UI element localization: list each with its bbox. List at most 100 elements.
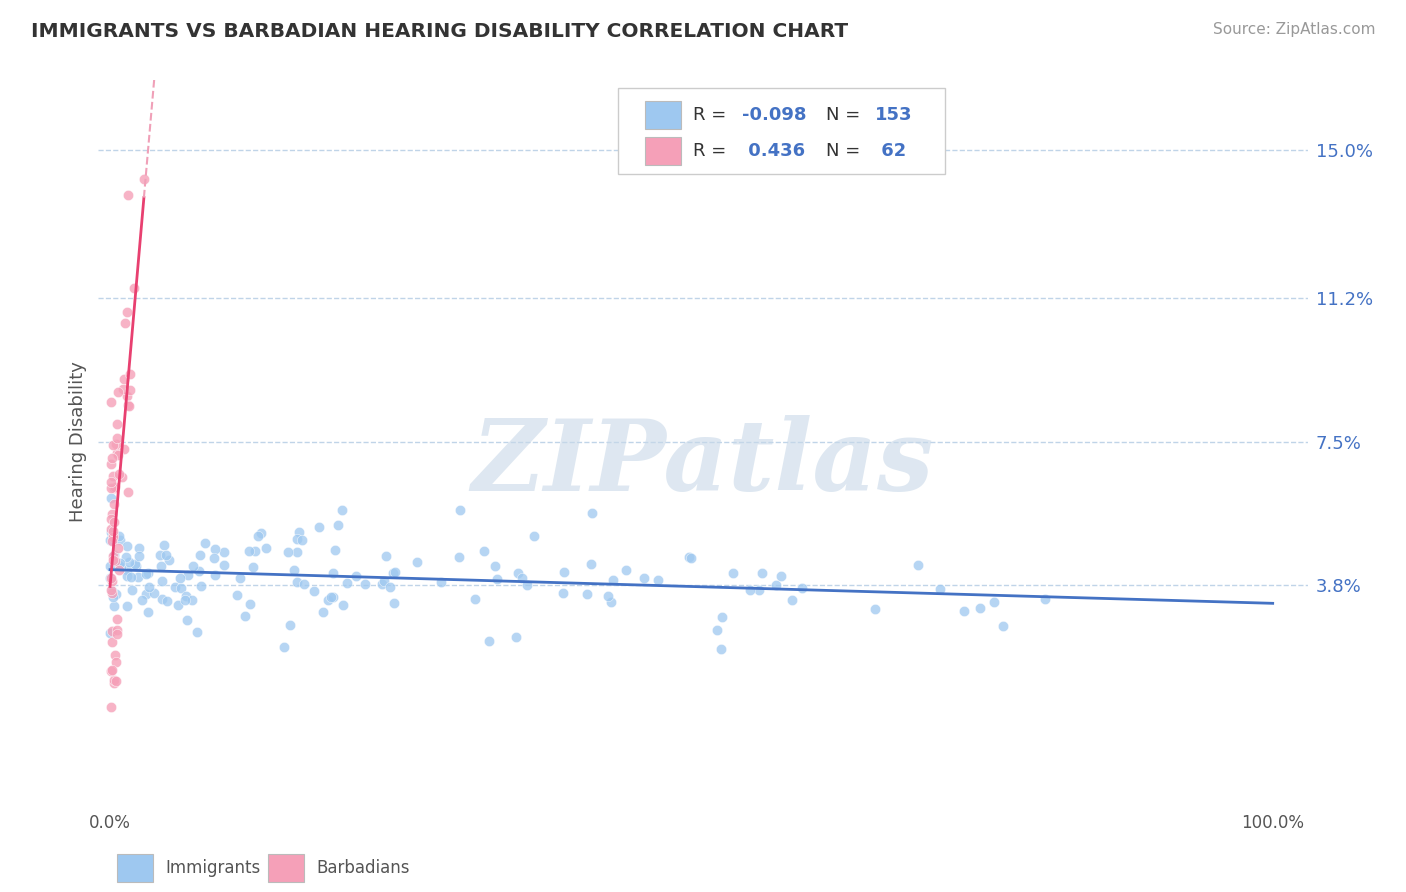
Point [108,563,131,577]
Point [103,599,125,613]
Point [354,576,377,591]
Point [143,586,166,600]
Point [291,533,314,548]
Point [117,555,139,569]
Point [117,563,139,577]
Point [575,587,598,601]
Point [308,520,330,534]
Point [101,549,124,563]
Point [101,624,124,639]
Point [101,528,124,542]
Point [505,630,527,644]
Point [131,593,153,607]
Point [120,569,142,583]
Point [104,587,127,601]
Point [169,571,191,585]
Point [101,663,124,677]
Point [136,605,159,619]
Point [105,432,128,446]
Text: ZIPatlas: ZIPatlas [472,415,934,511]
Point [103,530,125,544]
FancyBboxPatch shape [645,137,682,165]
Point [174,589,197,603]
Point [238,544,260,558]
Point [285,533,308,547]
Point [136,566,159,580]
Point [679,550,702,565]
Point [166,599,188,613]
Point [100,481,122,495]
Point [188,548,211,562]
Point [332,598,354,612]
Point [678,550,700,565]
Point [246,529,269,543]
Point [100,457,122,471]
Point [273,640,295,654]
Point [792,581,814,595]
Point [242,559,264,574]
Point [953,604,976,618]
Point [107,384,129,399]
Point [117,188,139,202]
Point [100,508,122,522]
Text: -0.098: -0.098 [742,106,806,124]
Point [103,676,125,690]
Point [103,481,125,495]
Point [233,609,256,624]
Point [100,395,122,409]
Point [115,568,138,582]
FancyBboxPatch shape [267,855,304,881]
Point [114,316,136,330]
Point [229,571,252,585]
Point [285,574,308,589]
Point [100,450,122,465]
Point [581,558,603,572]
Point [633,571,655,585]
Point [107,529,129,543]
Point [105,627,128,641]
Point [100,522,122,536]
Point [103,673,125,687]
Point [157,553,180,567]
Point [108,533,131,547]
Point [132,172,155,186]
Point [100,665,122,679]
Point [118,383,141,397]
Point [429,574,451,589]
Point [183,558,205,573]
Point [194,536,217,550]
Point [212,558,235,573]
Point [485,572,508,586]
Point [553,565,575,579]
Point [723,566,745,581]
Text: Barbadians: Barbadians [316,859,409,877]
Point [375,549,398,563]
Point [516,578,538,592]
Point [863,602,886,616]
Point [108,556,131,570]
Text: R =: R = [693,142,733,160]
Point [118,399,141,413]
Text: N =: N = [827,142,866,160]
Point [250,525,273,540]
Point [115,599,138,613]
Point [107,612,129,626]
Point [121,582,143,597]
Point [322,566,344,580]
Point [107,448,129,462]
Point [602,574,624,588]
Point [101,528,124,542]
Point [204,568,226,582]
Point [107,541,129,556]
Point [484,559,506,574]
Point [101,590,124,604]
Point [100,571,122,585]
Point [105,655,128,669]
Point [135,567,157,582]
Point [105,673,128,688]
Point [155,548,177,562]
Point [478,633,501,648]
Point [101,574,124,589]
Point [278,617,301,632]
Point [551,585,574,599]
